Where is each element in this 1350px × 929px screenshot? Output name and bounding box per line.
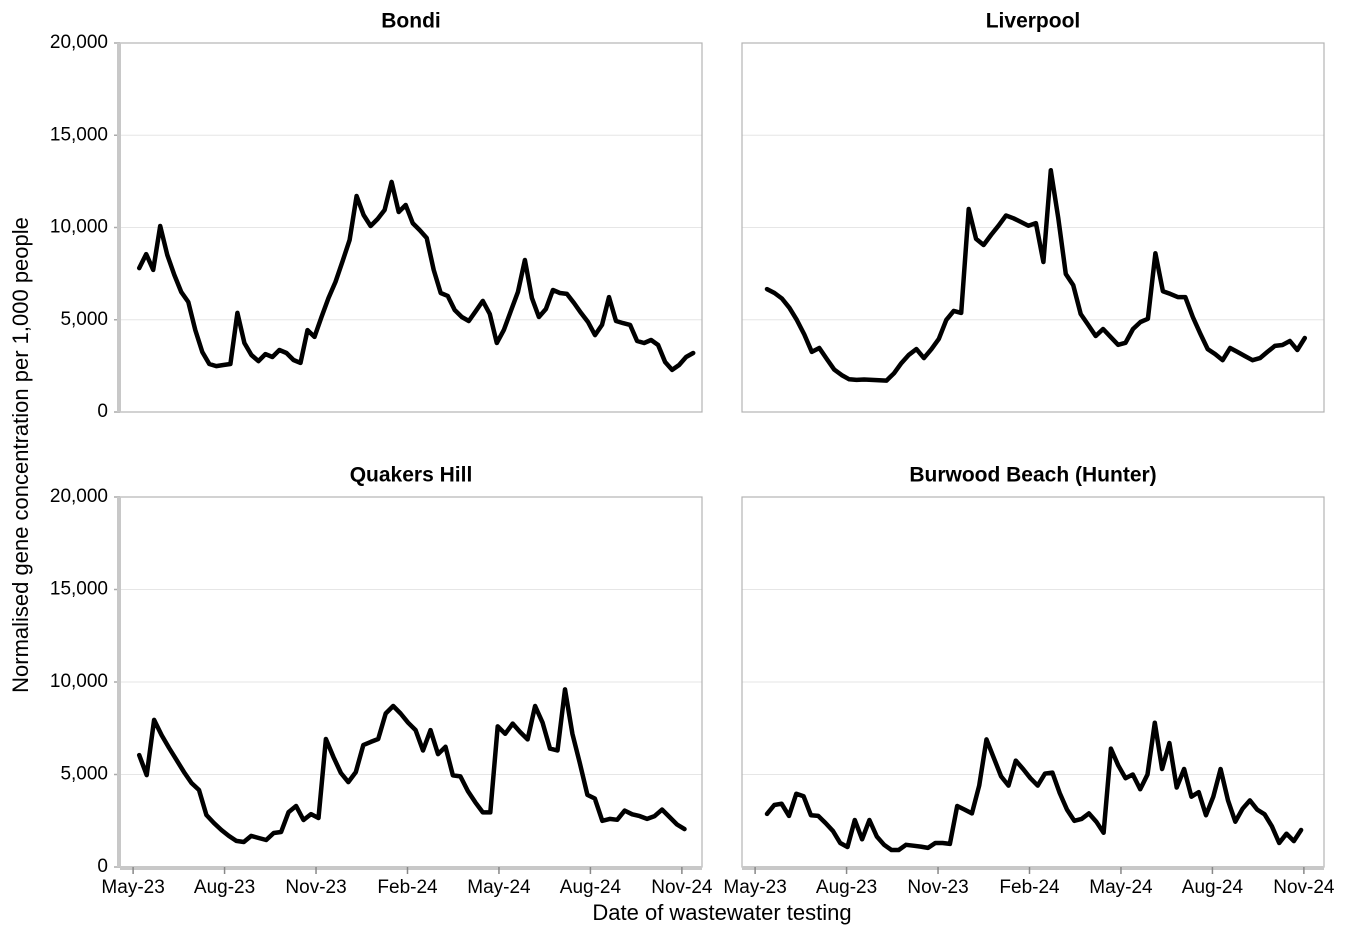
y-tick-label: 10,000 [50,671,108,692]
panel-frame [741,42,1325,413]
y-tick-label: 20,000 [50,32,108,53]
x-tick-label: May-23 [101,877,164,898]
panel-title: Burwood Beach (Hunter) [909,464,1156,487]
y-tick-label: 20,000 [50,486,108,507]
series-line [764,168,1308,383]
panel-title: Bondi [381,10,440,33]
series-line [136,179,696,373]
y-tick-label: 15,000 [50,124,108,145]
y-axis-label: Normalised gene concentration per 1,000 … [8,217,33,693]
y-tick-label: 5,000 [60,764,108,785]
x-tick-label: Aug-24 [560,877,622,898]
panel-title: Liverpool [986,10,1081,33]
y-tick-label: 0 [97,856,108,877]
x-tick-label: Aug-23 [816,877,877,898]
panel-title: Quakers Hill [350,464,473,487]
series-line [764,720,1304,853]
x-tick-label: Nov-23 [907,877,968,898]
x-tick-label: Feb-24 [377,877,438,898]
x-tick-label: Feb-24 [999,877,1060,898]
y-tick-label: 10,000 [50,217,108,238]
x-tick-label: Nov-24 [651,877,713,898]
y-tick-label: 0 [97,401,108,422]
x-tick-label: May-24 [1089,877,1153,898]
x-tick-label: Aug-24 [1182,877,1244,898]
x-tick-label: May-23 [723,877,786,898]
y-tick-label: 5,000 [60,309,108,330]
x-tick-label: May-24 [467,877,531,898]
series-line [136,687,687,845]
x-tick-label: Aug-23 [194,877,255,898]
x-tick-label: Nov-23 [285,877,346,898]
y-tick-label: 15,000 [50,579,108,600]
x-tick-label: Nov-24 [1273,877,1335,898]
x-axis-label: Date of wastewater testing [592,900,851,925]
